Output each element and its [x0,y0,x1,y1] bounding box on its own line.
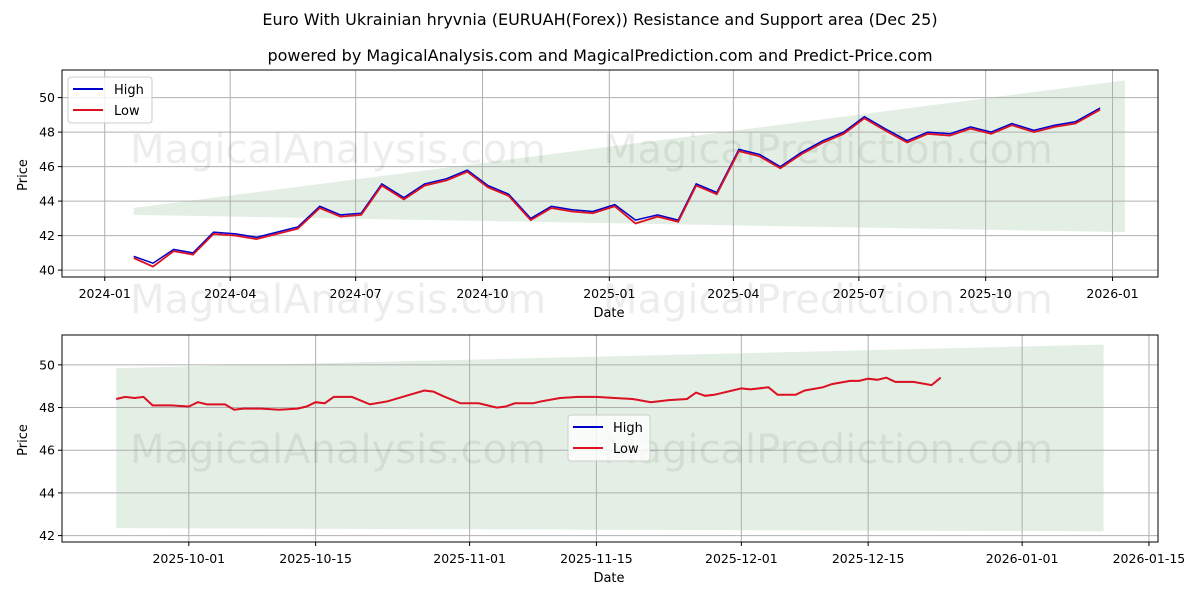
legend-high-label: High [613,421,643,436]
y-tick-label: 40 [39,263,55,278]
y-tick-label: 46 [39,443,55,458]
x-tick-label: 2025-11-01 [433,551,506,566]
x-tick-label: 2025-10-01 [152,551,225,566]
y-axis-ticks: 42 44 46 48 50 [39,357,62,543]
chart-title: Euro With Ukrainian hryvnia (EURUAH(Fore… [262,10,938,29]
watermark: MagicalPrediction.com [603,427,1053,473]
grid-lines [62,335,1158,542]
x-tick-label: 2024-10 [456,286,508,301]
plot-frame [61,334,1159,543]
x-axis-ticks: 2024-01 2024-04 2024-07 2024-10 2025-01 2025-… [79,277,1139,301]
x-tick-label: 2025-04 [707,286,759,301]
bottom-chart: MagicalAnalysis.com MagicalPrediction.co… [16,334,1185,586]
x-tick-label: 2025-10 [960,286,1012,301]
legend-low-label: Low [114,104,140,119]
x-tick-label: 2025-12-01 [705,551,778,566]
top-chart: MagicalAnalysis.com MagicalPrediction.co… [16,69,1159,323]
x-tick-label: 2025-10-15 [279,551,352,566]
x-tick-label: 2024-07 [330,286,382,301]
legend: High Low [567,414,651,462]
chart-subtitle: powered by MagicalAnalysis.com and Magic… [267,46,933,65]
legend: High Low [67,76,153,124]
x-tick-label: 2025-12-15 [832,551,905,566]
watermark: MagicalAnalysis.com [130,427,546,473]
low-line [133,108,1101,268]
legend-high-label: High [114,83,144,98]
x-tick-label: 2025-11-15 [560,551,633,566]
x-axis-ticks: 2025-10-01 2025-10-15 2025-11-01 2025-11-15… [152,542,1185,566]
x-tick-label: 2025-07 [833,286,885,301]
y-tick-label: 42 [39,528,55,543]
grid-lines [62,70,1158,277]
watermark: MagicalAnalysis.com [130,127,546,173]
watermark: MagicalPrediction.com [603,127,1053,173]
y-tick-label: 50 [39,357,55,372]
x-tick-label: 2026-01 [1086,286,1138,301]
watermark: MagicalPrediction.com [603,277,1053,323]
y-axis-ticks: 40 42 44 46 48 50 [39,90,62,278]
x-tick-label: 2026-01-15 [1113,551,1186,566]
x-axis-label: Date [593,306,624,321]
y-axis-label: Price [16,424,31,456]
y-tick-label: 46 [39,159,55,174]
y-tick-label: 48 [39,125,55,140]
y-tick-label: 48 [39,400,55,415]
x-axis-label: Date [593,571,624,586]
x-tick-label: 2024-01 [79,286,131,301]
high-line [133,107,1101,265]
x-tick-label: 2024-04 [204,286,256,301]
legend-low-label: Low [613,442,639,457]
y-tick-label: 44 [39,485,55,500]
low-line [116,376,942,411]
plot-frame [61,69,1159,278]
y-tick-label: 42 [39,228,55,243]
y-tick-label: 44 [39,194,55,209]
support-resistance-band [133,80,1125,233]
y-tick-label: 50 [39,90,55,105]
x-tick-label: 2025-01 [583,286,635,301]
watermark: MagicalAnalysis.com [130,277,546,323]
y-axis-label: Price [16,159,31,191]
x-tick-label: 2026-01-01 [986,551,1059,566]
